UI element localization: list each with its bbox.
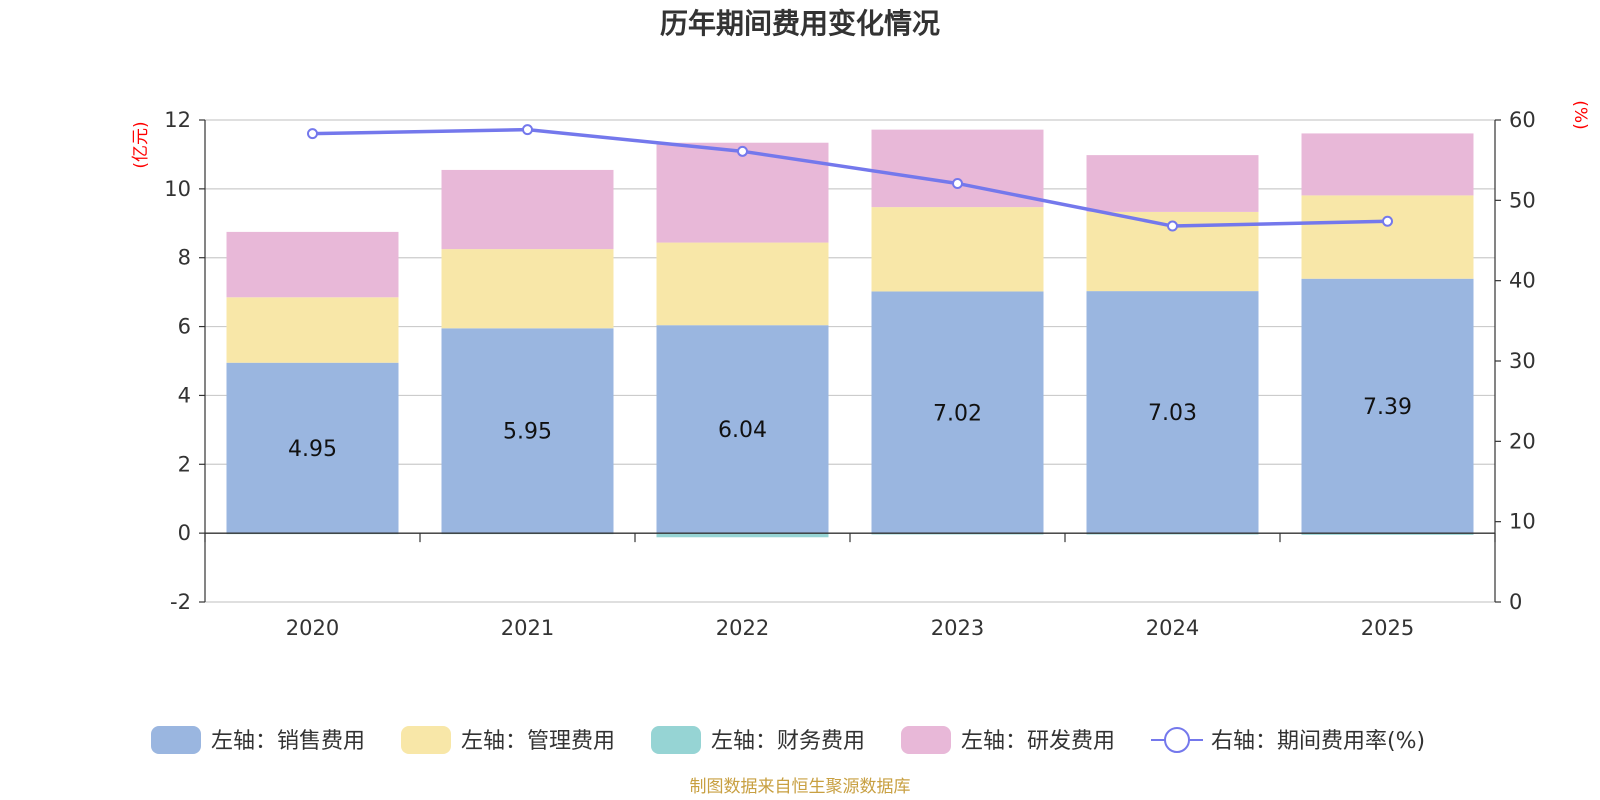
rate-point xyxy=(1167,220,1178,232)
data-label: 7.03 xyxy=(1148,401,1197,426)
category-label: 2023 xyxy=(931,616,984,640)
bar-segment xyxy=(1086,155,1259,212)
bar-segment xyxy=(656,142,829,243)
chart-title: 历年期间费用变化情况 xyxy=(660,7,940,40)
bar-segment xyxy=(871,207,1044,292)
rate-point xyxy=(522,124,533,136)
data-label: 4.95 xyxy=(288,437,337,462)
category-label: 2021 xyxy=(501,616,554,640)
source-note: 制图数据来自恒生聚源数据库 xyxy=(690,777,911,797)
left-tick-label: 0 xyxy=(178,521,191,545)
grid xyxy=(205,119,1495,603)
left-axis-unit: (亿元) xyxy=(131,121,151,168)
rate-line xyxy=(307,124,1393,232)
bars xyxy=(226,129,1474,538)
legend-label: 左轴：管理费用 xyxy=(461,729,615,754)
right-tick-label: 40 xyxy=(1509,269,1536,293)
bar-segment xyxy=(1301,278,1474,534)
left-tick-label: -2 xyxy=(170,590,191,614)
bar-segment xyxy=(1301,133,1474,196)
right-axis-unit: (%) xyxy=(1570,100,1590,129)
bar-segment xyxy=(226,362,399,534)
left-tick-label: 8 xyxy=(178,246,191,270)
rate-point xyxy=(1382,215,1393,227)
right-tick-label: 30 xyxy=(1509,349,1536,373)
right-tick-label: 10 xyxy=(1509,510,1536,534)
left-tick-label: 4 xyxy=(178,383,191,407)
bar-segment xyxy=(871,291,1044,534)
category-label: 2022 xyxy=(716,616,769,640)
bar-segment xyxy=(226,297,399,363)
data-label: 5.95 xyxy=(503,420,552,445)
bar-segment xyxy=(226,231,399,298)
legend-swatch xyxy=(401,726,451,754)
legend-swatch xyxy=(901,726,951,754)
left-tick-label: 6 xyxy=(178,315,191,339)
legend-label: 左轴：财务费用 xyxy=(711,729,865,754)
bar-segment xyxy=(656,325,829,534)
legend-label: 右轴：期间费用率(%) xyxy=(1211,729,1425,754)
legend-label: 左轴：研发费用 xyxy=(961,729,1115,754)
axes: -2 0 2 4 6 8 10 12 0 10 20 30 40 50 60 2020 2021 2022 2023… xyxy=(164,108,1535,640)
right-tick-label: 50 xyxy=(1509,188,1536,212)
data-label: 7.02 xyxy=(933,401,982,426)
left-tick-label: 10 xyxy=(164,177,191,201)
bar-segment xyxy=(656,242,829,326)
data-labels: 4.95 5.95 6.04 7.02 7.03 7.39 xyxy=(288,395,1412,462)
legend-swatch-marker xyxy=(1164,727,1190,753)
category-label: 2025 xyxy=(1361,616,1414,640)
rate-point xyxy=(952,177,963,189)
left-tick-label: 12 xyxy=(164,108,191,132)
right-tick-label: 60 xyxy=(1509,108,1536,132)
category-label: 2024 xyxy=(1146,616,1199,640)
legend-swatch xyxy=(151,726,201,754)
legend: 左轴：销售费用 左轴：管理费用 左轴：财务费用 左轴：研发费用 右轴：期间费用率(%) xyxy=(151,726,1425,754)
legend-label: 左轴：销售费用 xyxy=(211,729,365,754)
data-label: 6.04 xyxy=(718,418,767,443)
rate-line-path xyxy=(312,127,1388,228)
bar-segment xyxy=(1301,195,1474,279)
legend-swatch xyxy=(651,726,701,754)
bar-segment xyxy=(1086,291,1259,534)
bar-segment xyxy=(656,533,829,538)
category-label: 2020 xyxy=(286,616,339,640)
bar-segment xyxy=(1301,533,1474,535)
rate-point xyxy=(307,128,318,140)
rate-point xyxy=(737,145,748,157)
right-tick-label: 20 xyxy=(1509,429,1536,453)
bar-segment xyxy=(441,169,614,250)
bar-segment xyxy=(441,249,614,329)
left-tick-label: 2 xyxy=(178,452,191,476)
bar-segment xyxy=(441,328,614,534)
data-label: 7.39 xyxy=(1363,395,1412,420)
right-tick-label: 0 xyxy=(1509,590,1522,614)
